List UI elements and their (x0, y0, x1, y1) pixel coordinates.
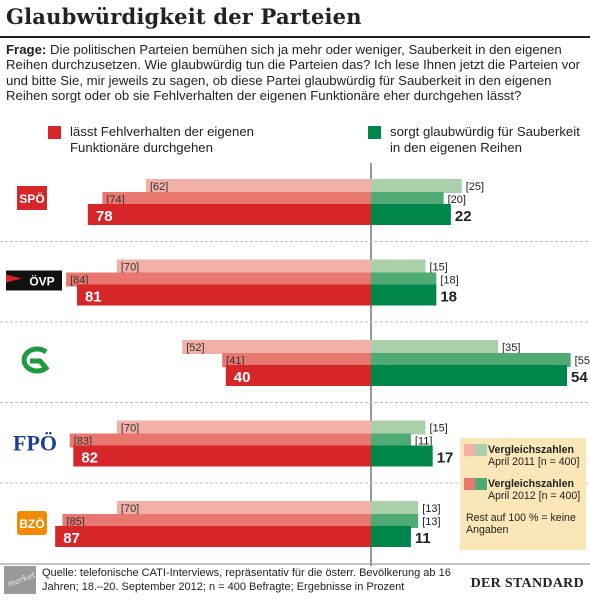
bar-red-oevp-current (76, 284, 371, 306)
brand-logo: DER STANDARD (470, 576, 584, 591)
title-divider (0, 36, 590, 38)
bar-red-spoe-2011 (145, 179, 371, 193)
label-red-oevp-2012: [84] (70, 275, 88, 287)
legend-left-label: lässt Fehlverhalten der eigenen Funktion… (70, 124, 255, 155)
market-logo: market (4, 566, 37, 594)
label-red-fpoe-2011: [70] (121, 423, 139, 435)
bar-red-bzoe-2012 (62, 514, 371, 528)
spoe-logo (17, 186, 47, 210)
swatch-2012-red (464, 478, 476, 490)
bar-green-gruene-2011 (371, 340, 499, 354)
oevp-logo (6, 270, 62, 291)
bar-green-fpoe-2012 (371, 433, 411, 448)
label-green-oevp-2011: [15] (429, 262, 447, 274)
bar-red-oevp-2012 (66, 272, 371, 287)
label-red-bzoe-2012: [85] (66, 516, 84, 528)
comparison-legend: Vergleichszahlen April 2011 [n = 400] Ve… (460, 438, 586, 550)
swatch-2011-green (475, 444, 487, 456)
label-green-bzoe-2011: [13] (422, 503, 440, 515)
bar-red-spoe-current (87, 204, 372, 225)
question-text: Die politischen Parteien bemühen sich ja… (6, 42, 580, 104)
label-red-gruene-2011: [52] (186, 342, 204, 354)
label-red-spoe-current: 78 (96, 208, 113, 225)
label-green-gruene-2012: [55] (575, 355, 590, 367)
bzoe-logo-text: BZÖ (19, 516, 44, 531)
label-red-oevp-2011: [70] (121, 262, 139, 274)
label-green-fpoe-2011: [15] (429, 423, 447, 435)
legend-left-swatch (48, 126, 61, 139)
bar-green-oevp-current (371, 284, 437, 306)
label-green-fpoe-2012: [11] (415, 436, 433, 448)
bar-green-bzoe-2011 (371, 501, 419, 515)
fpoe-logo-text: FPÖ (13, 431, 57, 456)
bar-red-gruene-current (225, 365, 371, 386)
comparison-2012-title: Vergleichszahlen (488, 478, 574, 490)
comparison-2011-title: Vergleichszahlen (488, 444, 574, 456)
legend-right-swatch (368, 126, 381, 139)
legend-right-label: sorgt glaubwürdig für Sauberkeit in den … (390, 124, 580, 155)
swatch-2012-green (475, 478, 487, 490)
label-red-fpoe-current: 82 (81, 450, 98, 467)
label-green-gruene-current: 54 (571, 369, 588, 386)
label-green-oevp-current: 18 (440, 289, 457, 306)
bar-red-gruene-2011 (182, 340, 371, 354)
bar-red-fpoe-current (73, 445, 371, 467)
bar-red-spoe-2012 (102, 192, 371, 206)
bar-red-fpoe-2011 (116, 420, 372, 435)
label-red-spoe-2012: [74] (106, 194, 124, 206)
swatch-2011-red (464, 444, 476, 456)
bar-green-fpoe-current (371, 445, 433, 467)
bar-green-bzoe-2012 (371, 514, 419, 528)
bar-green-bzoe-current (371, 526, 411, 547)
label-red-bzoe-2011: [70] (121, 503, 139, 515)
bar-red-bzoe-current (55, 526, 371, 547)
bar-red-gruene-2012 (222, 353, 371, 367)
oevp-logo-swoosh (6, 274, 22, 283)
label-green-bzoe-2012: [13] (422, 516, 440, 528)
comparison-2011-sub: April 2011 [n = 400] (488, 456, 580, 468)
bar-green-fpoe-2011 (371, 420, 426, 435)
bar-green-oevp-2011 (371, 259, 426, 274)
bzoe-logo (17, 511, 47, 535)
label-green-fpoe-current: 17 (437, 450, 454, 467)
label-green-spoe-2012: [20] (448, 194, 466, 206)
label-green-gruene-2011: [35] (502, 342, 520, 354)
bar-green-gruene-2012 (371, 353, 571, 367)
question-label: Frage: (6, 42, 47, 57)
label-red-spoe-2011: [62] (150, 181, 168, 193)
label-red-fpoe-2012: [83] (74, 436, 92, 448)
bar-green-spoe-current (371, 204, 451, 225)
market-logo-text: market (6, 570, 37, 589)
label-red-gruene-current: 40 (234, 369, 251, 386)
bar-red-fpoe-2012 (69, 433, 372, 448)
chart-title: Glaubwürdigkeit der Parteien (6, 4, 362, 29)
bar-green-gruene-current (371, 365, 568, 386)
oevp-logo-text: ÖVP (29, 274, 54, 289)
label-green-bzoe-current: 11 (415, 530, 431, 547)
label-red-gruene-2012: [41] (226, 355, 244, 367)
legend-left: lässt Fehlverhalten der eigenen Funktion… (48, 124, 338, 158)
bar-green-spoe-2012 (371, 192, 444, 206)
bar-green-spoe-2011 (371, 179, 462, 193)
bar-red-oevp-2011 (116, 259, 372, 274)
source-note: Quelle: telefonische CATI-Interviews, re… (42, 567, 451, 593)
survey-question: Frage: Die politischen Parteien bemühen … (6, 42, 584, 104)
legend-right: sorgt glaubwürdig für Sauberkeit in den … (368, 124, 588, 158)
spoe-logo-text: SPÖ (19, 191, 44, 206)
label-red-oevp-current: 81 (85, 289, 102, 306)
label-red-bzoe-current: 87 (63, 530, 80, 547)
label-green-spoe-current: 22 (455, 208, 472, 225)
comparison-note: Rest auf 100 % = keine Angaben (466, 512, 576, 536)
comparison-2012-sub: April 2012 [n = 400] (488, 490, 581, 502)
label-green-oevp-2012: [18] (440, 275, 458, 287)
bar-green-oevp-2012 (371, 272, 437, 287)
gruene-logo-icon (21, 346, 50, 374)
label-green-spoe-2011: [25] (466, 181, 484, 193)
bar-red-bzoe-2011 (116, 501, 372, 515)
